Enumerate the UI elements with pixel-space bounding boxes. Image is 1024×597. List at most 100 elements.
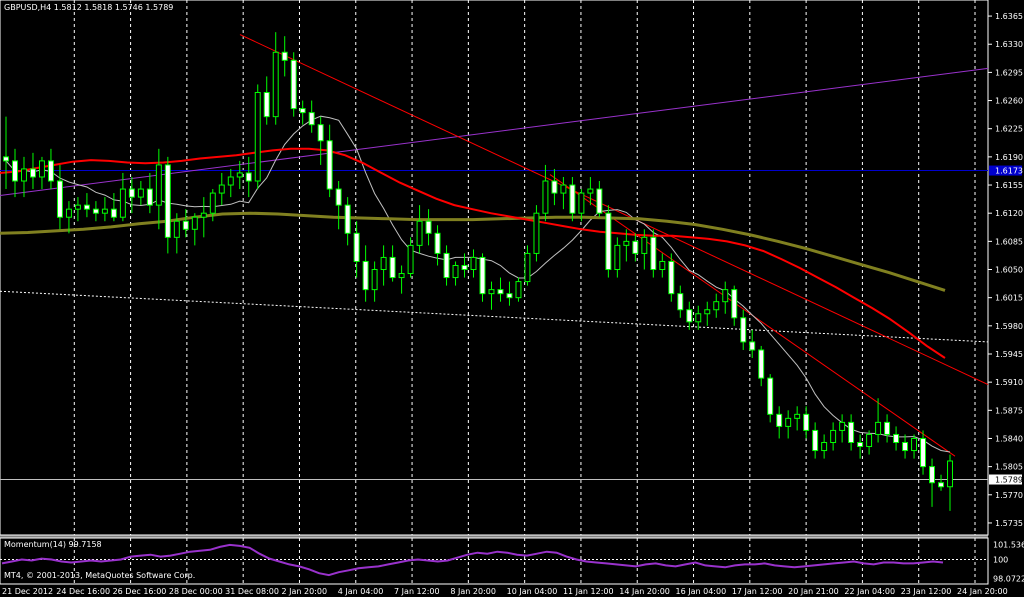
candle-body bbox=[488, 289, 495, 295]
candle-body bbox=[290, 59, 297, 110]
candle-body bbox=[389, 256, 396, 279]
candle-body bbox=[614, 244, 621, 271]
time-label: 24 Dec 16:00 bbox=[56, 587, 110, 596]
level-price-text: 1.6173 bbox=[995, 167, 1023, 176]
candle-body bbox=[596, 188, 603, 214]
candle-body bbox=[929, 466, 936, 484]
candle-body bbox=[551, 180, 558, 194]
current-price-tag bbox=[989, 474, 1022, 485]
copyright-text: MT4, © 2001-2013, MetaQuotes Software Co… bbox=[4, 571, 196, 580]
price-label: 1.6085 bbox=[995, 237, 1023, 246]
price-label: 1.6015 bbox=[995, 294, 1023, 303]
candle-body bbox=[776, 413, 783, 427]
candle-body bbox=[209, 192, 216, 214]
price-label: 1.5875 bbox=[995, 406, 1023, 415]
candle-body bbox=[326, 140, 333, 190]
price-label: 1.6050 bbox=[995, 266, 1023, 275]
candle-body bbox=[299, 108, 306, 114]
price-label: 1.5735 bbox=[995, 519, 1023, 528]
candle-body bbox=[56, 180, 63, 218]
candle-body bbox=[794, 413, 801, 419]
candle-body bbox=[362, 260, 369, 291]
price-label: 1.6365 bbox=[995, 12, 1023, 21]
time-label: 26 Dec 16:00 bbox=[113, 587, 167, 596]
candle-body bbox=[164, 164, 171, 238]
candle-body bbox=[245, 172, 252, 182]
time-label: 31 Dec 08:00 bbox=[225, 587, 279, 596]
candle-body bbox=[578, 192, 585, 214]
candle-body bbox=[3, 156, 9, 162]
candle-body bbox=[569, 184, 576, 214]
momentum-plot bbox=[0, 543, 988, 577]
ma-thin-line bbox=[5, 115, 951, 453]
current-price-text: 1.5789 bbox=[995, 476, 1023, 485]
candles bbox=[3, 32, 953, 511]
candle-body bbox=[731, 289, 738, 319]
time-label: 11 Jan 12:00 bbox=[563, 587, 614, 596]
main-plot-frame bbox=[0, 0, 989, 536]
candle-body bbox=[461, 264, 468, 271]
candle-body bbox=[668, 260, 675, 295]
price-label: 1.6260 bbox=[995, 97, 1023, 106]
candle-body bbox=[92, 208, 99, 214]
price-label: 1.5945 bbox=[995, 350, 1023, 359]
candle-body bbox=[119, 188, 126, 218]
candle-body bbox=[182, 220, 189, 230]
candle-body bbox=[434, 232, 441, 254]
momentum-axis-label: 98.0722 bbox=[993, 574, 1024, 583]
candle-body bbox=[686, 309, 693, 323]
candle-body bbox=[704, 309, 711, 315]
candle-body bbox=[38, 160, 45, 178]
candle-body bbox=[587, 188, 594, 194]
price-label: 1.6295 bbox=[995, 68, 1023, 77]
candle-body bbox=[515, 281, 522, 299]
time-label: 20 Jan 21:00 bbox=[788, 587, 839, 596]
indicator-plot-frame bbox=[0, 537, 989, 585]
momentum-line bbox=[1, 543, 944, 577]
candle-body bbox=[911, 437, 918, 452]
candle-body bbox=[830, 429, 837, 443]
candle-body bbox=[371, 269, 378, 291]
candle-body bbox=[857, 441, 864, 448]
candle-body bbox=[263, 92, 270, 118]
candle-body bbox=[425, 220, 432, 234]
candle-body bbox=[821, 441, 828, 452]
candle-body bbox=[812, 429, 819, 452]
candle-body bbox=[344, 204, 351, 234]
candle-body bbox=[542, 180, 549, 214]
time-label: 7 Jan 12:00 bbox=[394, 587, 440, 596]
candle-body bbox=[848, 421, 855, 443]
time-label: 24 Jan 20:00 bbox=[957, 587, 1008, 596]
momentum-axis: 101.536 100 98.0722 bbox=[993, 541, 1024, 584]
candle-body bbox=[839, 421, 846, 431]
candle-body bbox=[200, 212, 207, 218]
ma-fast-line bbox=[0, 147, 946, 359]
candle-body bbox=[407, 244, 414, 275]
candle-body bbox=[893, 433, 900, 443]
time-label: 8 Jan 20:00 bbox=[450, 587, 496, 596]
candle-body bbox=[236, 172, 243, 178]
candle-body bbox=[623, 240, 630, 246]
candle-body bbox=[506, 293, 513, 299]
time-label: 21 Dec 2012 bbox=[2, 587, 53, 596]
candle-body bbox=[353, 232, 360, 262]
candle-body bbox=[272, 51, 279, 118]
time-label: 14 Jan 20:00 bbox=[619, 587, 670, 596]
candle-body bbox=[677, 293, 684, 311]
candle-body bbox=[416, 220, 423, 246]
candle-body bbox=[83, 204, 90, 210]
channel-line bbox=[0, 67, 989, 196]
price-label: 1.5980 bbox=[995, 322, 1023, 331]
candle-body bbox=[29, 168, 36, 178]
candle-body bbox=[920, 437, 927, 468]
time-label: 17 Jan 12:00 bbox=[732, 587, 783, 596]
candle-body bbox=[560, 184, 567, 194]
candle-body bbox=[767, 377, 774, 415]
candle-body bbox=[866, 433, 873, 448]
candle-body bbox=[47, 160, 54, 182]
candle-body bbox=[173, 220, 180, 238]
candle-body bbox=[722, 289, 729, 303]
price-label: 1.5770 bbox=[995, 491, 1023, 500]
